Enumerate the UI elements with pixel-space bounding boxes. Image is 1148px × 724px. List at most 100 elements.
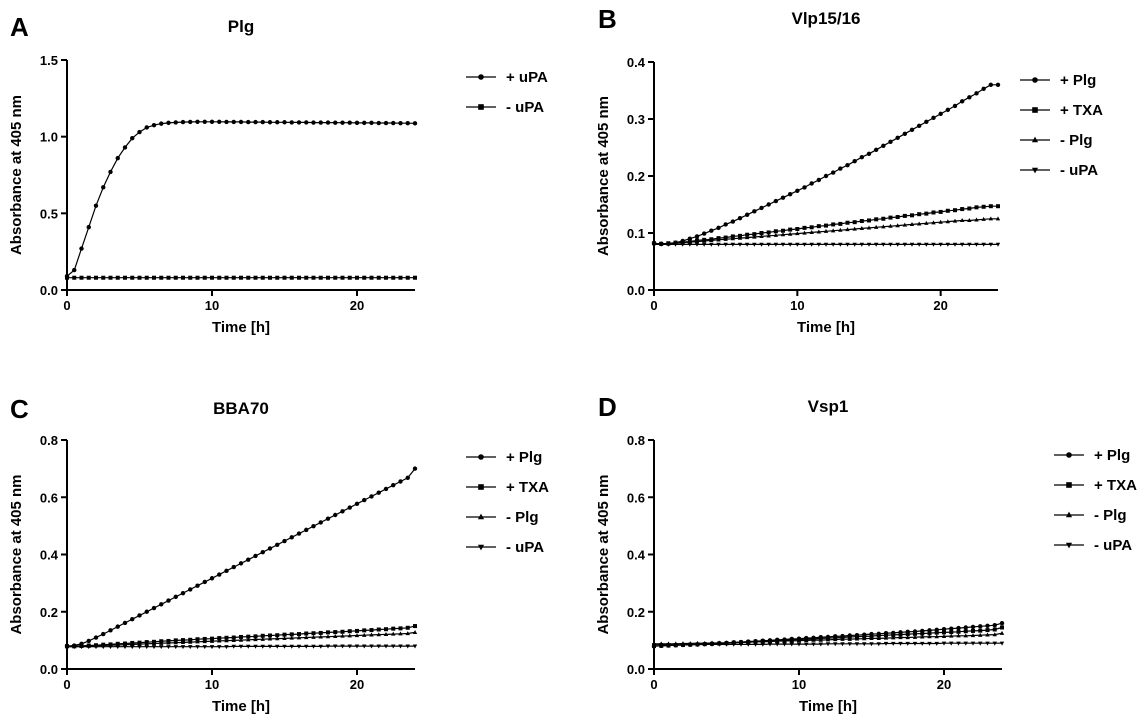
- y-tick-label: 1.5: [40, 53, 58, 68]
- data-point: [347, 120, 352, 125]
- data-point: [151, 645, 157, 650]
- data-point: [108, 275, 113, 280]
- data-point: [795, 227, 800, 232]
- legend-label: - Plg: [506, 509, 539, 526]
- series-circle: [64, 466, 418, 649]
- data-point: [166, 645, 171, 650]
- data-point: [173, 645, 178, 650]
- y-tick-label: 0.2: [40, 605, 58, 620]
- data-point: [816, 242, 822, 247]
- data-point: [874, 217, 879, 222]
- chart-title: BBA70: [213, 399, 269, 418]
- data-point: [730, 236, 736, 241]
- data-point: [210, 636, 214, 641]
- data-point: [859, 154, 865, 160]
- data-point: [759, 205, 764, 211]
- legend-label: - uPA: [1094, 537, 1132, 554]
- data-point: [391, 644, 396, 649]
- data-point: [108, 169, 113, 175]
- data-point: [859, 219, 864, 224]
- data-point: [383, 120, 389, 126]
- data-point: [347, 629, 352, 634]
- data-point: [231, 635, 236, 640]
- data-point: [202, 645, 207, 650]
- data-point: [405, 120, 410, 126]
- data-point: [673, 242, 678, 247]
- data-point: [862, 642, 867, 647]
- data-point: [282, 635, 287, 640]
- data-point: [920, 641, 925, 646]
- data-point: [268, 633, 272, 638]
- data-point: [209, 638, 215, 643]
- chart-title: Vlp15/16: [792, 9, 861, 28]
- data-point: [802, 225, 807, 230]
- data-point: [304, 635, 309, 640]
- data-point: [144, 645, 149, 650]
- data-point: [956, 633, 961, 638]
- data-point: [782, 642, 787, 647]
- data-point: [963, 633, 968, 638]
- legend-marker: [1032, 107, 1038, 113]
- data-point: [224, 119, 229, 125]
- data-point: [217, 572, 222, 577]
- data-point: [949, 630, 954, 635]
- data-point: [992, 623, 997, 628]
- chart-title: Vsp1: [808, 397, 849, 416]
- data-point: [413, 624, 417, 629]
- data-point: [311, 644, 316, 649]
- data-point: [296, 635, 302, 640]
- data-point: [999, 641, 1005, 646]
- data-point: [737, 242, 743, 247]
- data-point: [945, 208, 950, 213]
- data-point: [905, 635, 910, 640]
- data-point: [694, 239, 700, 244]
- data-point: [895, 215, 900, 220]
- data-point: [752, 232, 757, 237]
- data-point: [680, 643, 686, 648]
- data-point: [996, 204, 1000, 209]
- data-point: [787, 242, 793, 247]
- data-point: [202, 579, 207, 585]
- data-point: [866, 225, 872, 230]
- data-point: [72, 267, 77, 273]
- y-axis-title: Absorbance at 405 nm: [8, 474, 25, 634]
- panel-letter: D: [598, 392, 617, 422]
- data-point: [833, 642, 838, 647]
- legend-marker: [1066, 482, 1072, 488]
- data-point: [995, 242, 1001, 247]
- data-point: [931, 220, 936, 225]
- data-point: [188, 639, 193, 644]
- data-point: [405, 644, 410, 649]
- data-point: [151, 122, 157, 128]
- data-point: [938, 209, 943, 214]
- data-point: [724, 642, 729, 647]
- data-point: [94, 275, 98, 280]
- data-point: [651, 643, 657, 648]
- data-point: [224, 568, 229, 574]
- data-point: [938, 111, 943, 117]
- x-axis-title: Time [h]: [799, 698, 857, 715]
- legend-label: - uPA: [1060, 162, 1098, 179]
- data-point: [318, 120, 323, 125]
- data-point: [731, 642, 736, 647]
- data-point: [173, 120, 178, 125]
- data-point: [289, 535, 294, 540]
- data-point: [927, 641, 932, 646]
- data-point: [809, 181, 814, 186]
- data-point: [267, 120, 273, 125]
- data-point: [845, 162, 850, 168]
- data-point: [941, 627, 947, 632]
- data-point: [173, 275, 178, 280]
- data-point: [391, 120, 396, 126]
- data-point: [825, 642, 831, 647]
- data-point: [802, 185, 807, 190]
- data-point: [873, 224, 879, 229]
- data-point: [823, 173, 829, 179]
- legend-entry: + Plg: [1020, 72, 1096, 89]
- data-point: [318, 275, 323, 280]
- data-point: [952, 218, 958, 223]
- data-point: [927, 634, 932, 639]
- data-point: [891, 632, 896, 637]
- data-point: [275, 633, 280, 638]
- data-point: [173, 594, 178, 600]
